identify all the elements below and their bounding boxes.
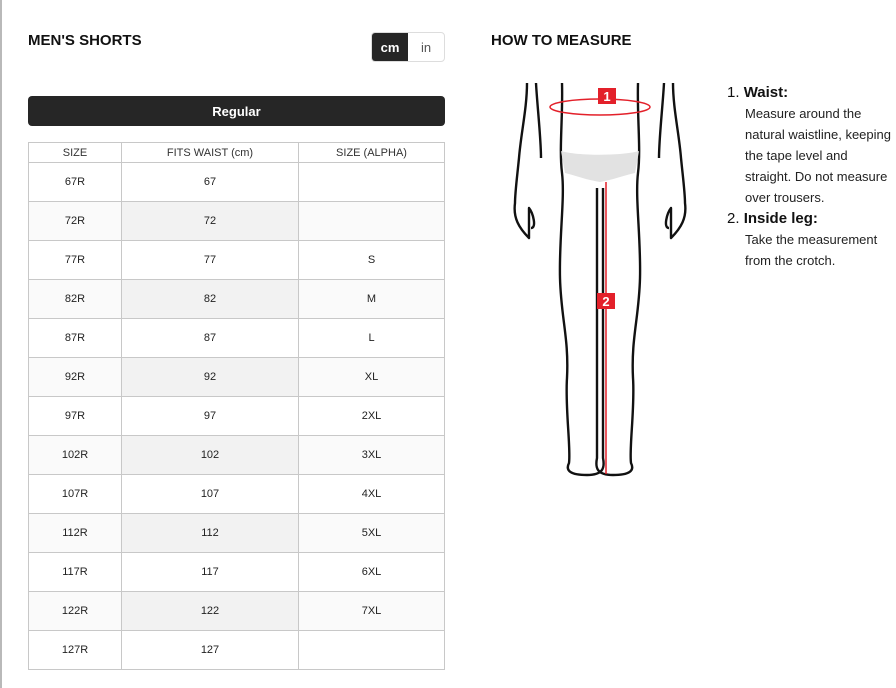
table-row: 92R 92 XL [28, 357, 445, 397]
table-row: 107R 107 4XL [28, 474, 445, 514]
measure-steps: 1. Waist: Measure around the natural wai… [727, 82, 892, 271]
alpha-cell [298, 162, 445, 202]
table-row: 87R 87 L [28, 318, 445, 358]
col-size: SIZE [28, 142, 122, 163]
alpha-cell: 5XL [298, 513, 445, 553]
table-row: 82R 82 M [28, 279, 445, 319]
waist-cell: 92 [121, 357, 299, 397]
waist-cell: 87 [121, 318, 299, 358]
table-row: 67R 67 [28, 162, 445, 202]
size-cell: 72R [28, 201, 122, 241]
table-row: 72R 72 [28, 201, 445, 241]
size-cell: 107R [28, 474, 122, 514]
unit-toggle[interactable]: cm in [371, 32, 445, 62]
col-alpha: SIZE (ALPHA) [298, 142, 445, 163]
size-cell: 82R [28, 279, 122, 319]
size-cell: 112R [28, 513, 122, 553]
table-row: 122R 122 7XL [28, 591, 445, 631]
waist-cell: 127 [121, 630, 299, 670]
size-cell: 127R [28, 630, 122, 670]
waist-cell: 97 [121, 396, 299, 436]
waist-cell: 112 [121, 513, 299, 553]
alpha-cell: 3XL [298, 435, 445, 475]
step-1-heading: 1. Waist: [727, 84, 789, 101]
table-row: 112R 112 5XL [28, 513, 445, 553]
alpha-cell: M [298, 279, 445, 319]
table-row: 97R 97 2XL [28, 396, 445, 436]
table-header: SIZE FITS WAIST (cm) SIZE (ALPHA) [28, 142, 445, 163]
svg-text:2: 2 [602, 294, 609, 309]
step-2-text: Take the measurement from the crotch. [745, 232, 878, 268]
waist-cell: 72 [121, 201, 299, 241]
size-cell: 87R [28, 318, 122, 358]
step-2-heading: 2. Inside leg: [727, 210, 818, 227]
size-cell: 67R [28, 162, 122, 202]
waist-cell: 77 [121, 240, 299, 280]
unit-in-button[interactable]: in [420, 39, 432, 55]
alpha-cell: 4XL [298, 474, 445, 514]
alpha-cell: S [298, 240, 445, 280]
waist-cell: 107 [121, 474, 299, 514]
waist-cell: 82 [121, 279, 299, 319]
size-table: SIZE FITS WAIST (cm) SIZE (ALPHA) 67R 67 7… [28, 142, 445, 670]
size-cell: 92R [28, 357, 122, 397]
alpha-cell: L [298, 318, 445, 358]
alpha-cell: XL [298, 357, 445, 397]
waist-cell: 117 [121, 552, 299, 592]
table-row: 102R 102 3XL [28, 435, 445, 475]
size-cell: 102R [28, 435, 122, 475]
marker-1: 1 [598, 88, 616, 104]
alpha-cell [298, 630, 445, 670]
svg-text:1: 1 [603, 89, 610, 104]
size-cell: 77R [28, 240, 122, 280]
table-row: 77R 77 S [28, 240, 445, 280]
section-title: HOW TO MEASURE [491, 32, 632, 49]
col-waist: FITS WAIST (cm) [121, 142, 299, 163]
fit-tab-regular[interactable]: Regular [28, 96, 445, 126]
alpha-cell: 2XL [298, 396, 445, 436]
size-cell: 117R [28, 552, 122, 592]
alpha-cell [298, 201, 445, 241]
size-cell: 97R [28, 396, 122, 436]
body-measure-figure: 1 2 [513, 82, 687, 477]
waist-cell: 122 [121, 591, 299, 631]
unit-cm-button[interactable]: cm [372, 33, 408, 61]
waist-cell: 102 [121, 435, 299, 475]
waist-cell: 67 [121, 162, 299, 202]
alpha-cell: 7XL [298, 591, 445, 631]
alpha-cell: 6XL [298, 552, 445, 592]
step-1-text: Measure around the natural waistline, ke… [745, 106, 891, 205]
table-row: 117R 117 6XL [28, 552, 445, 592]
table-row: 127R 127 [28, 630, 445, 670]
marker-2: 2 [597, 293, 615, 309]
size-cell: 122R [28, 591, 122, 631]
page-title: MEN'S SHORTS [28, 32, 142, 49]
